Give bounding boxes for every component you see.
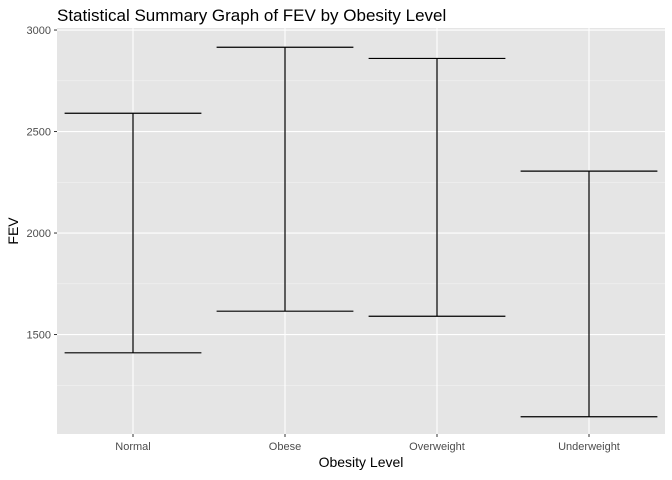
x-axis-title: Obesity Level <box>319 454 404 470</box>
x-tick-label: Underweight <box>558 441 620 453</box>
errorbars <box>64 46 658 418</box>
y-axis: 1500 2000 2500 3000 <box>27 25 57 342</box>
y-tick-label: 1500 <box>27 330 51 342</box>
y-tick-label: 3000 <box>27 25 51 37</box>
errorbar-obese <box>216 46 354 312</box>
x-tick-label: Normal <box>115 441 150 453</box>
x-axis: Normal Obese Overweight Underweight <box>115 434 620 453</box>
errorbar-normal <box>64 112 202 354</box>
errorbar-underweight <box>520 170 658 418</box>
chart-title: Statistical Summary Graph of FEV by Obes… <box>57 6 446 25</box>
y-tick-label: 2000 <box>27 228 51 240</box>
y-axis-title: FEV <box>5 217 21 245</box>
plot-panel <box>57 28 665 434</box>
x-tick-label: Obese <box>269 441 301 453</box>
errorbar-overweight <box>368 57 506 317</box>
x-tick-label: Overweight <box>409 441 465 453</box>
y-tick-label: 2500 <box>27 127 51 139</box>
